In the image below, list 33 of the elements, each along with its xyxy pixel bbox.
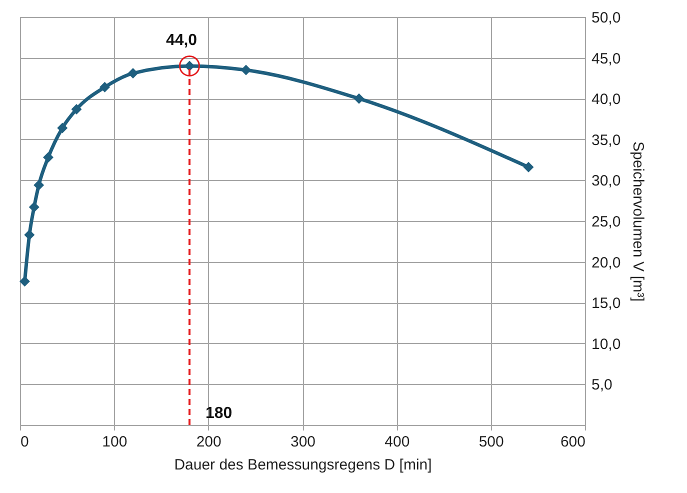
annotation: 44,0 (166, 32, 198, 49)
x-tick-label: 200 (196, 434, 222, 450)
ref-line-label: 180 (206, 405, 232, 422)
y-tick-label: 15,0 (592, 295, 621, 312)
point (240, 64, 252, 76)
point (523, 162, 534, 172)
point (100, 82, 110, 92)
point (354, 93, 364, 104)
x-tick-label: 300 (290, 434, 316, 450)
point (34, 180, 44, 190)
y-tick-label: 35,0 (592, 132, 621, 149)
y-tick-label: 5,0 (592, 376, 612, 394)
y-axis-title: Speichervolumen V [m³] (630, 141, 647, 302)
y-tick-label: 50,0 (592, 10, 621, 26)
y-tick-label: 40,0 (592, 91, 621, 108)
x-tick-label: 500 (478, 434, 504, 450)
x-tick-label: 100 (102, 434, 128, 450)
point (71, 104, 82, 114)
x-tick-label: 0 (20, 434, 29, 450)
y-tick-label: 25,0 (592, 214, 621, 230)
y-tick-label: 30,0 (592, 172, 621, 190)
y-tick-label: 20,0 (592, 254, 621, 272)
y-tick-label: 45,0 (592, 50, 621, 68)
x-axis-title: Dauer des Bemessungsregens D [min] (174, 456, 432, 474)
x-tick-label: 600 (560, 434, 586, 450)
point (24, 230, 35, 240)
point (43, 152, 54, 163)
point (57, 122, 68, 134)
point (128, 68, 138, 79)
y-tick-label: 10,0 (592, 336, 621, 353)
point (19, 276, 30, 287)
x-tick-label: 400 (384, 434, 410, 450)
point (28, 202, 40, 212)
